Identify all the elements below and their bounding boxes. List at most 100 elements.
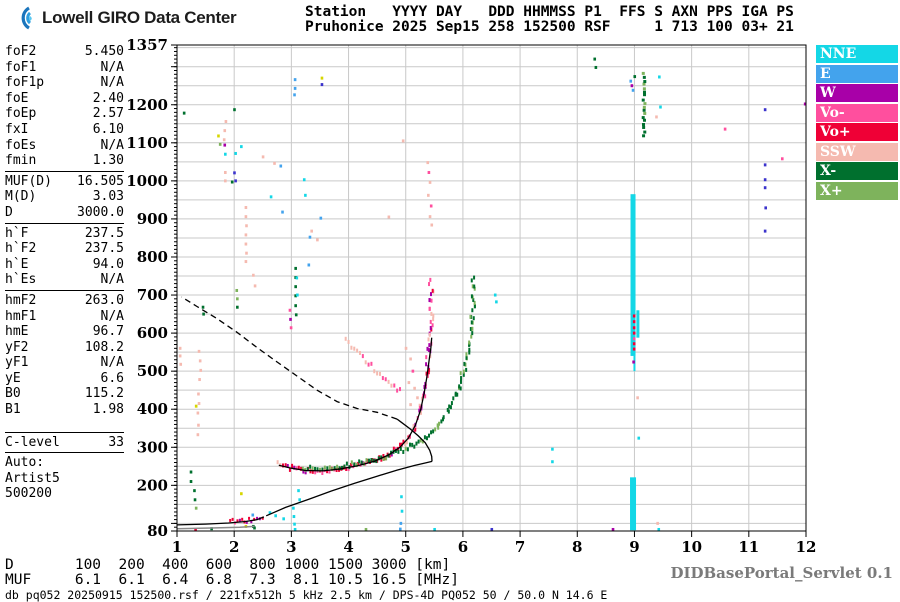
param-value: 263.0 — [84, 292, 124, 308]
param-label: fmin — [5, 153, 37, 169]
param-value: 2.57 — [92, 106, 124, 122]
distance-row: D 100 200 400 600 800 1000 1500 3000 [km… — [5, 557, 451, 573]
svg-text:800: 800 — [137, 248, 168, 266]
param-row: MUF(D) 16.505 — [5, 174, 124, 190]
param-value: 237.5 — [84, 241, 124, 257]
svg-text:2: 2 — [229, 538, 239, 556]
param-label: hmE — [5, 324, 29, 340]
param-row: h`Es N/A — [5, 272, 124, 288]
param-row: hmF2 263.0 — [5, 293, 124, 309]
svg-text:300: 300 — [137, 438, 168, 456]
legend-item-x+: X+ — [816, 181, 898, 200]
param-value: 6.6 — [100, 370, 124, 386]
param-row: hmE 96.7 — [5, 324, 124, 340]
echo-direction-legend: NNE E W Vo- Vo+ SSW X- X+ — [816, 45, 898, 201]
param-value: 115.2 — [84, 386, 124, 402]
param-value: N/A — [100, 137, 124, 153]
param-value: N/A — [100, 308, 124, 324]
param-value: 3000.0 — [77, 204, 124, 220]
param-row: fmin 1.30 — [5, 153, 124, 169]
parameter-panel: foF2 5.450 foF1 N/A foF1p N/A foE 2.40 foEp 2.57 f… — [5, 44, 124, 502]
svg-text:700: 700 — [137, 286, 168, 304]
param-label: hmF1 — [5, 308, 37, 324]
param-row: h`E 94.0 — [5, 257, 124, 273]
param-value: 94.0 — [92, 256, 124, 272]
param-label: MUF(D) — [5, 173, 52, 189]
svg-text:5: 5 — [401, 538, 411, 556]
svg-text:3: 3 — [286, 538, 296, 556]
svg-text:12: 12 — [796, 538, 817, 556]
panel-separator — [5, 452, 124, 454]
param-value: 33 — [108, 434, 124, 450]
param-label: h`F — [5, 225, 29, 241]
svg-text:900: 900 — [137, 210, 168, 228]
param-label: h`F2 — [5, 241, 37, 257]
param-value: 1.30 — [92, 153, 124, 169]
param-label: fxI — [5, 121, 29, 137]
param-row: C-level 33 — [5, 435, 124, 451]
legend-item-vo+: Vo+ — [816, 123, 898, 141]
svg-text:1: 1 — [172, 538, 182, 556]
param-row: hmF1 N/A — [5, 309, 124, 325]
param-value: N/A — [100, 355, 124, 371]
svg-text:10: 10 — [681, 538, 702, 556]
param-label: yF2 — [5, 339, 29, 355]
legend-item-vo-: Vo- — [816, 103, 898, 122]
param-value: 237.5 — [84, 225, 124, 241]
legend-item-nne: NNE — [816, 45, 898, 63]
svg-text:1100: 1100 — [126, 134, 168, 152]
param-label: foF1p — [5, 75, 45, 91]
param-row: yF2 108.2 — [5, 340, 124, 356]
param-value: 2.40 — [92, 90, 124, 106]
param-label: hmF2 — [5, 292, 37, 308]
param-value: 16.505 — [77, 173, 124, 189]
param-row: foF2 5.450 — [5, 44, 124, 60]
svg-text:9: 9 — [629, 538, 639, 556]
svg-text:1000: 1000 — [126, 172, 168, 190]
muf-distance-table: D 100 200 400 600 800 1000 1500 3000 [km… — [5, 558, 459, 588]
svg-text:600: 600 — [137, 324, 168, 342]
param-row: B1 1.98 — [5, 402, 124, 418]
param-label: foF1 — [5, 59, 37, 75]
autoscaling-info-line: Artist5 — [5, 470, 60, 486]
station-value-line: Pruhonice 2025 Sep15 258 152500 RSF 1 71… — [305, 19, 794, 35]
measurement-status-line: db pq052 20250915 152500.rsf / 221fx512h… — [5, 588, 608, 602]
param-value: 1.98 — [92, 402, 124, 418]
param-value: 108.2 — [84, 339, 124, 355]
param-label: yE — [5, 370, 21, 386]
param-row: h`F2 237.5 — [5, 241, 124, 257]
svg-text:1200: 1200 — [126, 96, 168, 114]
param-row: foF1 N/A — [5, 60, 124, 76]
param-row: B0 115.2 — [5, 386, 124, 402]
svg-text:500: 500 — [137, 362, 168, 380]
param-row: M(D) 3.03 — [5, 189, 124, 205]
param-row: yE 6.6 — [5, 371, 124, 387]
param-label: D — [5, 204, 13, 220]
svg-text:1357: 1357 — [126, 36, 168, 54]
param-row: foF1p N/A — [5, 75, 124, 91]
param-label: B1 — [5, 402, 21, 418]
param-label: foF2 — [5, 44, 37, 59]
param-label: h`E — [5, 256, 29, 272]
param-label: foEs — [5, 137, 37, 153]
param-value: 5.450 — [84, 44, 124, 59]
param-row: foEp 2.57 — [5, 106, 124, 122]
param-label: foEp — [5, 106, 37, 122]
panel-separator — [5, 222, 124, 224]
panel-separator — [5, 431, 124, 433]
giro-logo: Lowell GIRO Data Center — [8, 5, 237, 31]
param-row: foE 2.40 — [5, 91, 124, 107]
svg-text:200: 200 — [137, 476, 168, 494]
param-value: N/A — [100, 75, 124, 91]
svg-text:8: 8 — [572, 538, 582, 556]
legend-item-x-: X- — [816, 162, 898, 180]
param-label: h`Es — [5, 272, 37, 288]
param-label: yF1 — [5, 355, 29, 371]
param-row: h`F 237.5 — [5, 226, 124, 242]
autoscaling-info-line: Auto: — [5, 455, 45, 471]
param-row: foEs N/A — [5, 138, 124, 154]
legend-item-e: E — [816, 64, 898, 83]
legend-item-ssw: SSW — [816, 142, 898, 161]
legend-item-w: W — [816, 84, 898, 102]
param-label: foE — [5, 90, 29, 106]
